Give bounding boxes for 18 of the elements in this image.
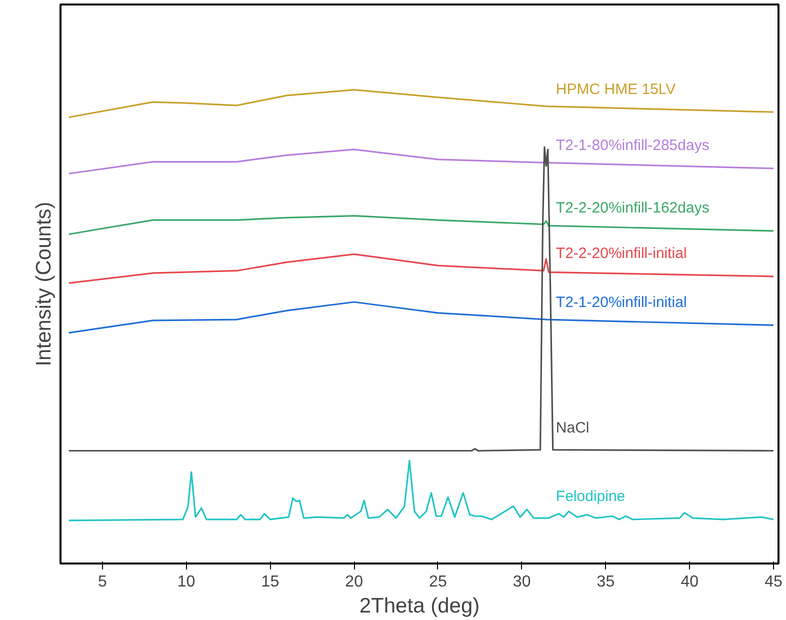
y-axis-title: Intensity (Counts) — [32, 202, 56, 366]
x-tick-label: 25 — [429, 574, 447, 590]
x-tick-label: 20 — [345, 574, 364, 590]
series-label: Felodipine — [556, 488, 626, 506]
series-label: T2-2-20%infill-initial — [556, 245, 687, 262]
x-axis-title: 2Theta (deg) — [359, 594, 480, 618]
series-label: NaCl — [556, 420, 590, 437]
x-tick-label: 45 — [764, 574, 782, 590]
x-tick-label: 35 — [596, 574, 615, 590]
x-tick-label: 5 — [98, 574, 107, 590]
series-label: HPMC HME 15LV — [556, 80, 676, 98]
x-tick-label: 10 — [177, 574, 196, 590]
series-label: T2-1-80%infill-285days — [556, 137, 710, 154]
series-label: T2-1-20%infill-initial — [556, 294, 687, 312]
x-tick-label: 15 — [261, 574, 280, 590]
x-tick-label: 40 — [680, 574, 699, 590]
series-label: T2-2-20%infill-162days — [556, 200, 710, 217]
x-tick-label: 30 — [512, 574, 531, 590]
